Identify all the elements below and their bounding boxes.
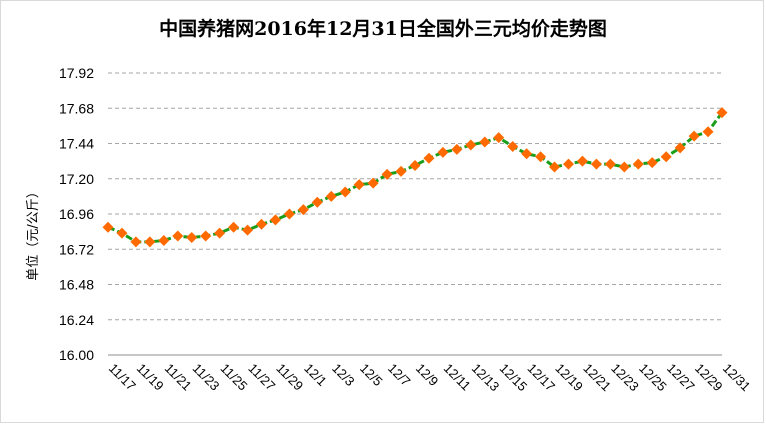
data-point [674,142,686,154]
data-point [479,136,491,148]
data-point [214,227,226,239]
y-tick-label: 17.44 [59,136,94,152]
x-tick-label: 12/7 [385,361,414,390]
grid-lines [108,72,722,321]
series-1 [102,107,728,248]
y-tick-label: 16.72 [59,241,94,257]
y-tick-label: 16.24 [59,312,94,328]
data-point [451,143,463,155]
x-tick-label: 12/9 [413,361,442,390]
x-tick-label: 11/21 [162,361,195,394]
x-tick-label: 11/17 [106,361,139,394]
data-point [549,161,561,173]
data-point [339,186,351,198]
x-tick-label: 12/11 [441,361,474,394]
data-point [172,230,184,242]
y-tick-label: 16.00 [59,347,94,363]
data-point [688,130,700,142]
x-tick-label: 12/5 [357,361,386,390]
data-point [158,234,170,246]
x-tick-label: 12/23 [608,361,642,395]
x-tick-label: 12/1 [301,361,330,390]
x-tick-label: 12/13 [469,361,503,395]
data-point [256,218,267,230]
y-axis-label: 单位（元/公斤） [26,185,41,280]
data-point [493,132,505,144]
data-point [702,126,714,138]
data-point [590,158,602,170]
data-point [521,148,533,160]
x-tick-label: 12/17 [525,361,559,395]
y-tick-label: 17.20 [59,171,94,187]
x-tick-label: 12/29 [692,361,726,395]
data-point [604,158,616,170]
chart-title: 中国养猪网2016年12月31日全国外三元均价走势图 [159,18,607,40]
data-point [576,155,588,167]
data-point [242,224,254,236]
data-point [186,232,198,243]
data-point [437,146,449,158]
data-point [325,190,337,202]
x-tick-label: 11/29 [273,361,306,394]
x-tick-label: 12/25 [636,361,670,395]
data-point [423,152,435,164]
data-point [632,158,644,170]
data-point [465,139,477,151]
data-point [646,157,658,169]
data-point [618,161,630,173]
data-point [353,179,365,191]
data-point [283,208,295,220]
x-tick-label: 12/3 [329,361,358,390]
x-tick-label: 12/27 [664,361,698,395]
x-tick-label: 12/31 [720,361,754,395]
data-point [409,160,421,172]
y-tick-label: 17.92 [59,65,94,81]
data-point [297,204,309,216]
data-point [116,227,128,239]
data-point [269,214,281,226]
x-tick-label: 11/23 [190,361,223,394]
x-tick-label: 11/19 [134,361,167,394]
x-tick-label: 12/19 [552,361,586,395]
data-point [507,140,519,152]
data-point [228,221,240,233]
data-point [716,107,728,119]
data-point [395,165,407,177]
data-point [130,236,142,248]
data-point [144,236,156,248]
x-tick-label: 11/27 [245,361,278,394]
data-point [367,177,379,189]
data-point [660,151,672,163]
data-point [311,196,323,208]
y-tick-label: 17.68 [59,100,94,116]
x-tick-label: 12/21 [580,361,614,395]
data-point [381,168,393,180]
x-tick-label: 12/15 [497,361,531,395]
data-point [200,230,212,242]
y-tick-label: 16.96 [59,206,94,222]
series-line [107,111,724,244]
data-point [563,158,574,170]
y-axis-ticks: 16.00 16.24 16.48 16.72 16.96 17.20 17.44 17.68… [59,65,94,363]
data-point [535,151,547,163]
data-point [102,221,114,233]
y-tick-label: 16.48 [59,277,94,293]
x-tick-label: 11/25 [218,361,251,394]
